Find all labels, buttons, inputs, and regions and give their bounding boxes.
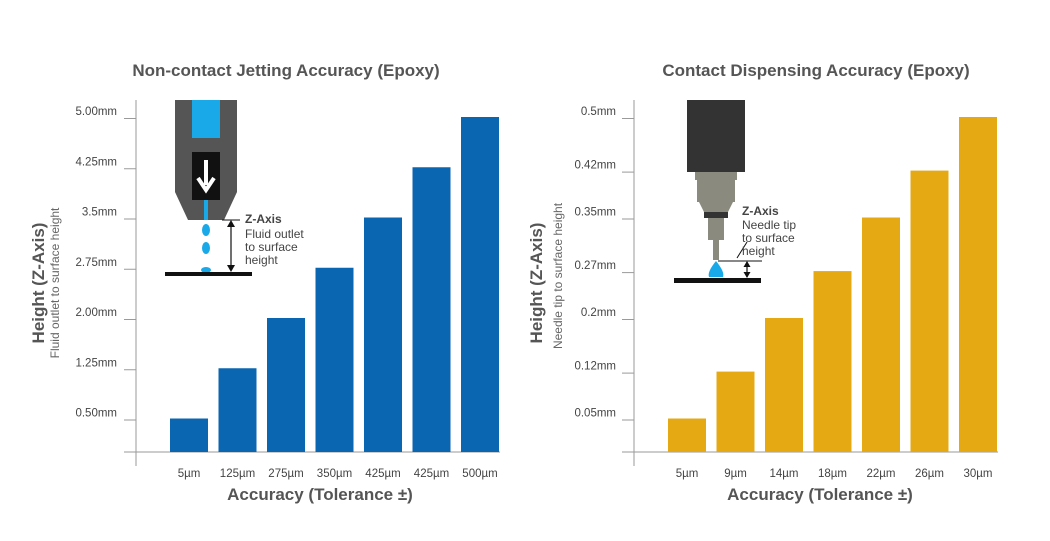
fluid-jet	[204, 200, 208, 220]
dispensing-zaxis-desc: height	[742, 244, 775, 258]
jetting-y-tick-marks	[124, 118, 136, 421]
dispensing-y-tick: 0.27mm	[574, 260, 616, 272]
dispensing-x-tick: 30µm	[964, 468, 993, 480]
jetting-x-tick: 350µm	[317, 468, 352, 480]
dispensing-chart: Contact Dispensing Accuracy (Epoxy) Heig…	[527, 61, 998, 504]
dispensing-x-tick: 22µm	[867, 468, 896, 480]
jetting-nozzle-illustration: Z-Axis Fluid outlet to surface height	[165, 100, 304, 276]
dispensing-y-tick: 0.12mm	[574, 361, 616, 373]
dispensing-bar	[910, 170, 949, 452]
jetting-bar	[364, 217, 402, 452]
jetting-bar	[461, 117, 499, 452]
jetting-bars	[170, 117, 499, 452]
needle-hub	[695, 172, 737, 180]
fluid-channel	[192, 100, 220, 138]
jetting-x-tick: 5µm	[178, 468, 201, 480]
jetting-y-tick: 0.50mm	[75, 408, 117, 420]
jetting-x-ticks: 5µm 125µm 275µm 350µm 425µm 425µm 500µm	[178, 468, 498, 480]
leader-line	[736, 241, 748, 259]
jetting-bar	[170, 418, 208, 452]
dispensing-y-axis-sublabel: Needle tip to surface height	[551, 202, 565, 349]
substrate-surface	[165, 272, 252, 276]
dispensing-x-tick: 14µm	[770, 468, 799, 480]
dispensing-bar	[668, 418, 706, 452]
jetting-y-tick: 1.25mm	[75, 357, 117, 369]
jetting-bar	[315, 267, 354, 452]
jetting-y-ticks: 5.00mm 4.25mm 3.5mm 2.75mm 2.00mm 1.25mm…	[75, 106, 117, 420]
dimension-arrow	[743, 261, 751, 267]
dispensed-dot	[708, 261, 724, 277]
dispensing-chart-title: Contact Dispensing Accuracy (Epoxy)	[662, 61, 969, 80]
dispensing-y-ticks: 0.5mm 0.42mm 0.35mm 0.27mm 0.2mm 0.12mm …	[574, 106, 616, 420]
jetting-bar	[412, 167, 451, 452]
dispensing-x-tick: 5µm	[676, 468, 699, 480]
dispensing-bar	[765, 318, 803, 452]
dispensing-bar	[716, 371, 755, 452]
dispensing-x-axis-title: Accuracy (Tolerance ±)	[727, 485, 913, 504]
jetting-y-tick: 3.5mm	[82, 207, 117, 219]
dispensing-zaxis-title: Z-Axis	[742, 204, 779, 218]
dispensing-zaxis-desc: Needle tip	[742, 218, 796, 232]
jetting-y-tick: 2.00mm	[75, 307, 117, 319]
dispensing-bar	[959, 117, 997, 452]
needle-hub-taper	[699, 202, 733, 212]
jetting-chart: Non-contact Jetting Accuracy (Epoxy) Hei…	[29, 61, 500, 504]
dispensing-y-tick: 0.5mm	[581, 106, 616, 118]
jetting-y-axis-sublabel-group: Fluid outlet to surface height	[48, 207, 62, 358]
dimension-arrow	[227, 220, 235, 227]
jetting-chart-title: Non-contact Jetting Accuracy (Epoxy)	[132, 61, 439, 80]
jetting-x-axis-title: Accuracy (Tolerance ±)	[227, 485, 413, 504]
dispensing-zaxis-desc: to surface	[742, 231, 795, 245]
jetting-y-axis-label: Height (Z-Axis)	[29, 223, 48, 344]
droplet	[202, 224, 210, 236]
dispensing-y-tick-marks	[622, 118, 634, 421]
jetting-y-tick: 5.00mm	[75, 106, 117, 118]
needle	[708, 218, 724, 240]
jetting-bar	[267, 318, 305, 452]
jetting-x-tick: 425µm	[414, 468, 449, 480]
dispensing-y-axis-sublabel-group: Needle tip to surface height	[551, 202, 565, 349]
jetting-y-axis-title: Height (Z-Axis)	[29, 223, 48, 344]
dispensing-y-tick: 0.05mm	[574, 408, 616, 420]
dispensing-y-axis-label: Height (Z-Axis)	[527, 223, 546, 344]
jetting-x-tick: 125µm	[220, 468, 255, 480]
jetting-zaxis-title: Z-Axis	[245, 212, 282, 226]
dispensing-y-tick: 0.2mm	[581, 307, 616, 319]
jetting-x-tick: 500µm	[462, 468, 497, 480]
droplet	[202, 242, 210, 254]
jetting-bar	[218, 368, 257, 452]
dispensing-bar	[862, 217, 900, 452]
dispensing-y-tick: 0.42mm	[574, 160, 616, 172]
dispensing-x-ticks: 5µm 9µm 14µm 18µm 22µm 26µm 30µm	[676, 468, 993, 480]
syringe-barrel	[687, 100, 745, 172]
dispensing-x-tick: 9µm	[724, 468, 747, 480]
jetting-y-tick: 2.75mm	[75, 257, 117, 269]
jetting-zaxis-desc: to surface	[245, 240, 298, 254]
droplet	[201, 267, 211, 273]
arrow-down-icon	[196, 160, 216, 194]
dispensing-y-tick: 0.35mm	[574, 207, 616, 219]
dispensing-bar	[813, 271, 852, 452]
jetting-x-tick: 275µm	[268, 468, 303, 480]
jetting-x-tick: 425µm	[365, 468, 400, 480]
jetting-zaxis-desc: Fluid outlet	[245, 227, 304, 241]
dispensing-x-tick: 26µm	[915, 468, 944, 480]
substrate-surface	[674, 278, 761, 283]
dispensing-needle-illustration: Z-Axis Needle tip to surface height	[674, 100, 796, 283]
jetting-zaxis-desc: height	[245, 253, 278, 267]
dimension-arrow	[227, 265, 235, 272]
needle-tip	[713, 240, 719, 260]
dispensing-x-tick: 18µm	[818, 468, 847, 480]
jetting-y-tick: 4.25mm	[75, 156, 117, 168]
dispensing-y-axis-title: Height (Z-Axis)	[527, 223, 546, 344]
jetting-y-axis-sublabel: Fluid outlet to surface height	[48, 207, 62, 358]
needle-hub	[697, 180, 735, 202]
needle-collar	[704, 212, 728, 218]
dispensing-bars	[668, 117, 997, 452]
dimension-arrow	[743, 272, 751, 278]
